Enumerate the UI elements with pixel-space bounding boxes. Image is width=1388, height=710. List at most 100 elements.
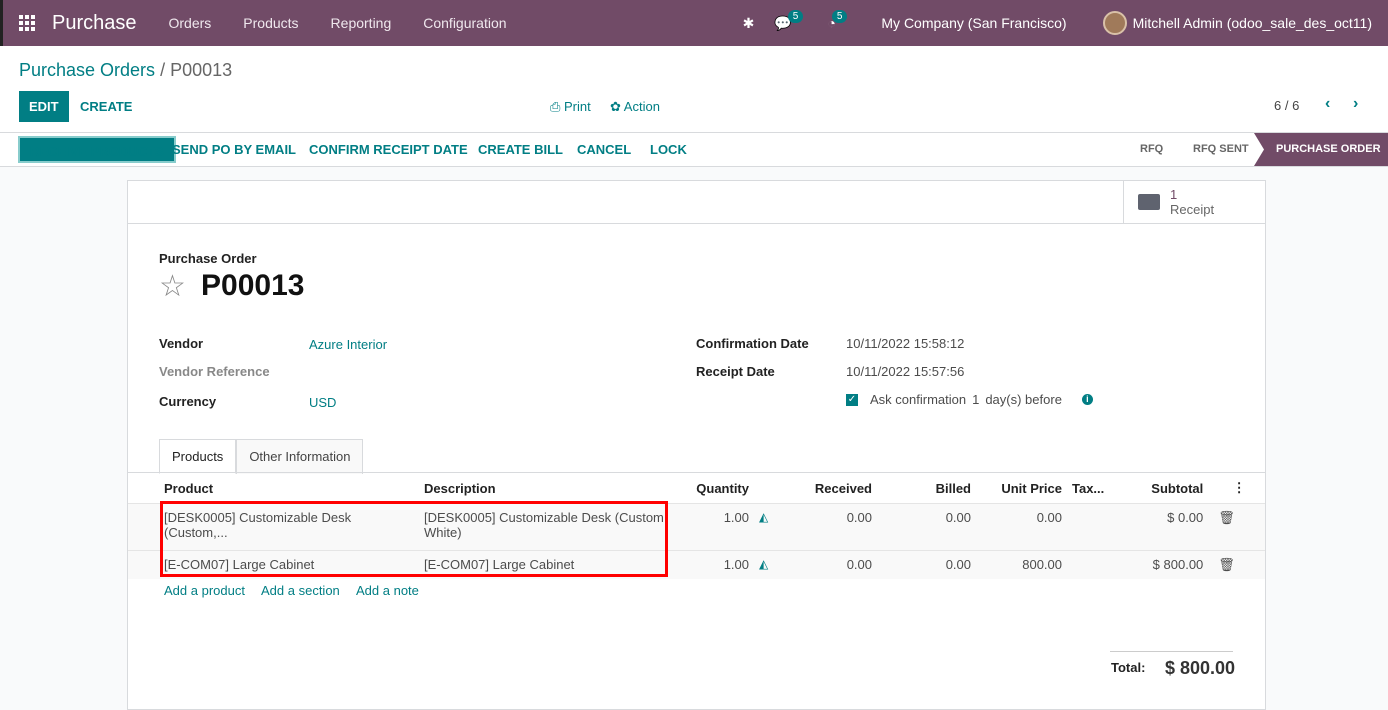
cell-taxes[interactable] <box>1067 551 1109 580</box>
avatar[interactable] <box>1102 11 1127 35</box>
optional-columns-icon[interactable]: ⋮ <box>1232 480 1246 495</box>
cell-quantity[interactable]: 1.00 <box>723 557 749 572</box>
cell-received: 0.00 <box>846 557 872 572</box>
cancel-button[interactable]: CANCEL <box>577 142 632 157</box>
cell-unit-price[interactable]: 0.00 <box>1036 510 1062 525</box>
vendor-field[interactable]: Azure Interior <box>309 337 388 352</box>
cell-taxes[interactable] <box>1067 504 1109 551</box>
col-unit-price[interactable]: Unit Price <box>1001 480 1062 496</box>
add-product-link[interactable]: Add a product <box>164 583 245 598</box>
activity-clock-icon[interactable]: ◔ <box>827 15 836 31</box>
receive-products-button[interactable]: RECEIVE PRODUCTS <box>18 136 176 163</box>
control-panel: Purchase Orders / P00013 EDIT CREATE ⎙ P… <box>0 46 1388 133</box>
confirmation-date-label: Confirmation Date <box>696 336 809 351</box>
col-received[interactable]: Received <box>814 480 872 496</box>
order-name: P00013 <box>201 269 305 302</box>
col-product[interactable]: Product <box>164 480 214 496</box>
stage-rfq-sent[interactable]: RFQ SENT <box>1193 143 1249 155</box>
create-button[interactable]: CREATE <box>80 99 133 114</box>
trash-icon[interactable]: 🗑 <box>1218 557 1235 572</box>
debug-bug-icon[interactable]: ✱ <box>742 14 755 31</box>
print-icon: ⎙ <box>550 99 565 114</box>
tab-products[interactable]: Products <box>159 439 237 474</box>
notebook-tabs: Products Other Information <box>159 439 364 474</box>
status-bar: RECEIVE PRODUCTS SEND PO BY EMAIL CONFIR… <box>0 133 1388 167</box>
col-description[interactable]: Description <box>424 480 496 496</box>
cell-product[interactable]: [E-COM07] Large Cabinet <box>164 557 315 572</box>
top-navbar: Purchase Orders Products Reporting Confi… <box>0 0 1388 46</box>
chat-icon[interactable]: 💬 <box>774 14 792 31</box>
col-quantity[interactable]: Quantity <box>696 480 749 496</box>
cell-description[interactable]: [E-COM07] Large Cabinet <box>424 557 575 572</box>
tab-other-information[interactable]: Other Information <box>236 439 364 474</box>
company-switcher[interactable]: My Company (San Francisco) <box>881 15 1067 31</box>
form-sheet: 1 Receipt Purchase Order ☆ P00013 Vendor … <box>127 180 1266 710</box>
apps-menu-icon[interactable] <box>19 15 35 31</box>
table-row[interactable]: [E-COM07] Large Cabinet [E-COM07] Large … <box>128 550 1265 580</box>
vendor-label: Vendor <box>159 336 204 351</box>
stage-rfq[interactable]: RFQ <box>1140 143 1164 155</box>
forecast-chart-icon[interactable]: ◭ <box>759 510 769 524</box>
breadcrumb-current: P00013 <box>170 60 233 80</box>
info-icon[interactable]: i <box>1081 394 1093 405</box>
create-bill-button[interactable]: CREATE BILL <box>478 142 563 157</box>
forecast-chart-icon[interactable]: ◭ <box>759 557 769 571</box>
confirmation-date-value: 10/11/2022 15:58:12 <box>846 336 965 351</box>
cell-received: 0.00 <box>846 510 872 525</box>
cell-subtotal: $ 0.00 <box>1167 510 1204 525</box>
total-value: $ 800.00 <box>1165 658 1236 678</box>
add-note-link[interactable]: Add a note <box>356 583 419 598</box>
cell-quantity[interactable]: 1.00 <box>723 510 749 525</box>
confirm-receipt-date-button[interactable]: CONFIRM RECEIPT DATE <box>309 142 468 157</box>
truck-icon <box>1138 194 1160 210</box>
edit-button[interactable]: EDIT <box>19 91 69 122</box>
menu-orders[interactable]: Orders <box>168 15 212 31</box>
menu-products[interactable]: Products <box>243 15 299 31</box>
user-menu[interactable]: Mitchell Admin (odoo_sale_des_oct11) <box>1132 15 1372 31</box>
col-billed[interactable]: Billed <box>935 480 971 496</box>
ask-days: 1 <box>972 392 980 407</box>
currency-field[interactable]: USD <box>309 395 337 410</box>
receipt-label: Receipt <box>1170 202 1215 217</box>
cell-unit-price[interactable]: 800.00 <box>1022 557 1062 572</box>
add-section-link[interactable]: Add a section <box>261 583 340 598</box>
doc-type-label: Purchase Order <box>159 251 257 266</box>
send-po-email-button[interactable]: SEND PO BY EMAIL <box>172 142 297 157</box>
vendor-reference-label: Vendor Reference <box>159 364 270 379</box>
total-label: Total: <box>1111 660 1146 675</box>
trash-icon[interactable]: 🗑 <box>1218 510 1235 525</box>
menu-reporting[interactable]: Reporting <box>330 15 392 31</box>
table-row[interactable]: [DESK0005] Customizable Desk (Custom,...… <box>128 503 1265 551</box>
lock-button[interactable]: LOCK <box>650 142 687 157</box>
stage-purchase-order[interactable]: PURCHASE ORDER <box>1254 133 1388 166</box>
pager-next-icon[interactable]: › <box>1353 95 1359 112</box>
receipt-smart-button[interactable]: 1 Receipt <box>1123 181 1265 223</box>
pager-prev-icon[interactable]: ‹ <box>1325 95 1331 112</box>
cell-billed: 0.00 <box>945 510 971 525</box>
cell-subtotal: $ 800.00 <box>1152 557 1204 572</box>
app-title[interactable]: Purchase <box>52 11 137 34</box>
order-lines-table: Product Description Quantity Received Bi… <box>128 472 1265 579</box>
receipt-date-value: 10/11/2022 15:57:56 <box>846 364 965 379</box>
action-button[interactable]: Action <box>623 99 660 114</box>
gear-icon: ✿ <box>610 99 624 114</box>
menu-configuration[interactable]: Configuration <box>423 15 507 31</box>
breadcrumb: Purchase Orders / P00013 <box>19 60 233 80</box>
cell-description[interactable]: [DESK0005] Customizable Desk (Custom, Wh… <box>424 510 668 540</box>
pager: 6 / 6 <box>1274 98 1300 113</box>
star-icon[interactable]: ☆ <box>159 270 186 303</box>
col-subtotal[interactable]: Subtotal <box>1151 480 1204 496</box>
cell-product[interactable]: [DESK0005] Customizable Desk (Custom,... <box>164 510 352 540</box>
chat-badge: 5 <box>787 9 804 23</box>
print-button[interactable]: Print <box>564 99 591 114</box>
breadcrumb-parent[interactable]: Purchase Orders <box>19 60 156 80</box>
ask-confirmation-checkbox[interactable]: ✓ <box>846 393 858 406</box>
receipt-count: 1 <box>1170 187 1178 202</box>
col-taxes[interactable]: Tax... <box>1072 480 1105 496</box>
currency-label: Currency <box>159 394 217 409</box>
activity-badge: 5 <box>831 9 848 23</box>
receipt-date-label: Receipt Date <box>696 364 775 379</box>
ask-days-suffix: day(s) before <box>985 392 1062 407</box>
cell-billed: 0.00 <box>945 557 971 572</box>
ask-confirmation-label: Ask confirmation <box>870 392 967 407</box>
